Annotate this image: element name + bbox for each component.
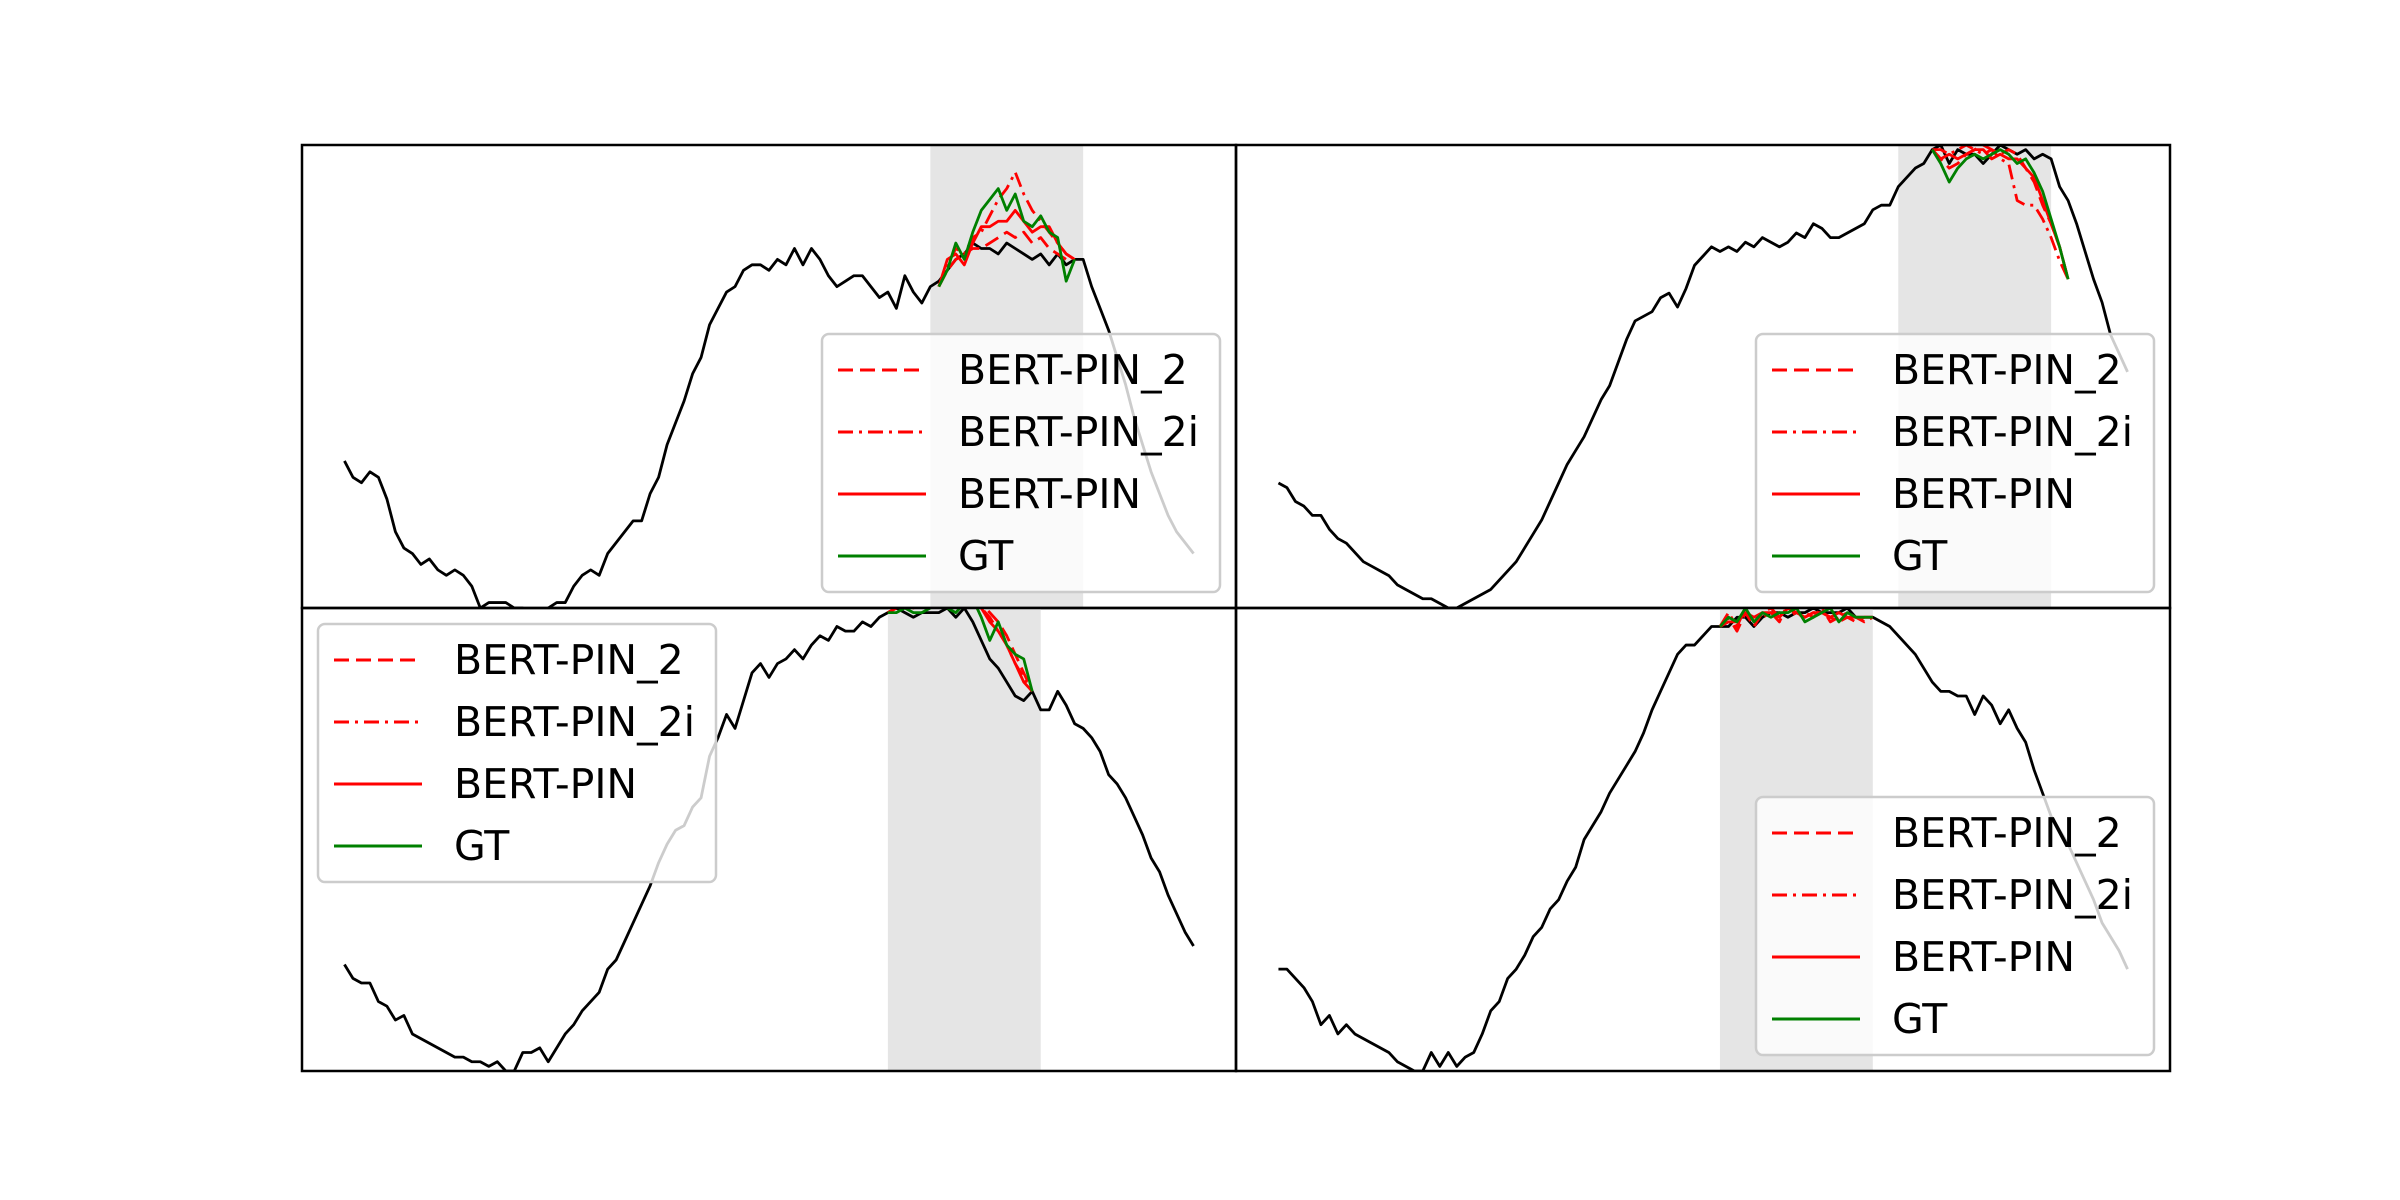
- legend-label: BERT-PIN_2i: [1892, 871, 2133, 919]
- legend-frame: [316, 622, 718, 884]
- legend-label: BERT-PIN_2i: [454, 698, 695, 746]
- context-line: [1277, 145, 2129, 608]
- legend-frame: [1754, 795, 2156, 1057]
- series-line-gt: [937, 187, 1076, 288]
- plot-area: [343, 608, 1195, 1071]
- legend-label: GT: [1892, 532, 1948, 580]
- legend-label: BERT-PIN_2: [958, 346, 1188, 394]
- legend-label: BERT-PIN: [1892, 933, 2075, 981]
- series-line-bert-pin: [1931, 148, 2070, 280]
- series-line-bert-pin-2i: [937, 170, 1076, 288]
- legend-label: BERT-PIN: [454, 760, 637, 808]
- panels: BERT-PIN_2BERT-PIN_2iBERT-PINGTBERT-PIN_…: [300, 143, 2172, 1073]
- series-line-bert-pin: [937, 208, 1076, 288]
- legend-label: BERT-PIN_2: [454, 636, 684, 684]
- legend: BERT-PIN_2 BERT-PIN_2i BERT-PIN GT: [316, 622, 718, 884]
- series-line-gt: [1718, 608, 1873, 628]
- series-line-bert-pin-2: [887, 608, 1034, 692]
- panel-bottom-right: BERT-PIN_2 BERT-PIN_2i BERT-PIN GT: [1234, 606, 2172, 1073]
- legend: BERT-PIN_2 BERT-PIN_2i BERT-PIN GT: [820, 332, 1222, 594]
- legend: BERT-PIN_2 BERT-PIN_2i BERT-PIN GT: [1754, 795, 2156, 1057]
- panel-bottom-left: BERT-PIN_2 BERT-PIN_2i BERT-PIN GT: [300, 606, 1238, 1073]
- legend-label: BERT-PIN: [958, 470, 1141, 518]
- legend-frame: [1754, 332, 2156, 594]
- legend-label: GT: [1892, 995, 1948, 1043]
- context-line: [343, 241, 1195, 608]
- legend-label: BERT-PIN_2i: [958, 408, 1199, 456]
- legend-label: BERT-PIN_2: [1892, 346, 2122, 394]
- axes-frame: [1234, 606, 2172, 1073]
- series-line-bert-pin: [1719, 608, 1873, 628]
- masked-window-band: [887, 608, 1041, 1071]
- context-line: [1278, 608, 2129, 1071]
- legend-label: BERT-PIN: [1892, 470, 2075, 518]
- series-line-bert-pin-2: [937, 230, 1075, 288]
- legend-label: GT: [454, 822, 510, 870]
- series-line-gt: [1931, 148, 2070, 280]
- series-line-gt: [887, 608, 1034, 692]
- legend-label: BERT-PIN_2i: [1892, 408, 2133, 456]
- context-line: [343, 608, 1195, 1071]
- series-line-bert-pin-2: [1931, 145, 2070, 280]
- legend-label: BERT-PIN_2: [1892, 809, 2122, 857]
- legend-frame: [820, 332, 1222, 594]
- legend: BERT-PIN_2 BERT-PIN_2i BERT-PIN GT: [1754, 332, 2156, 594]
- legend-label: GT: [958, 532, 1014, 580]
